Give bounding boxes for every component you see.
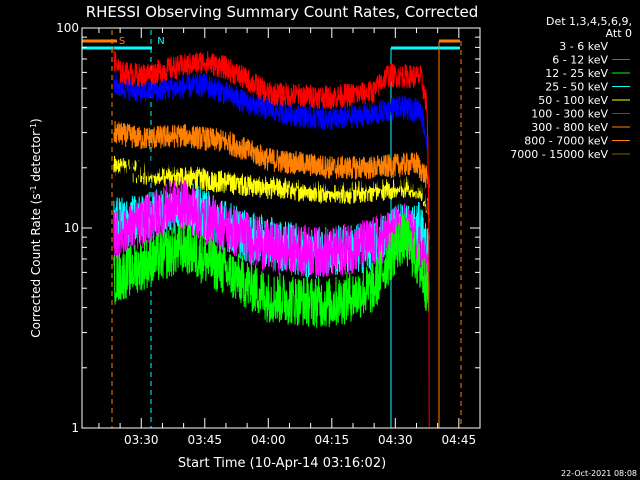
x-tick-label: 04:00	[251, 433, 286, 447]
series-line-300to800keV	[113, 120, 430, 188]
legend-entry-label: 3 - 6 keV	[559, 40, 608, 53]
legend-entry-label: 7000 - 15000 keV	[510, 148, 608, 161]
legend-entry-label: 100 - 300 keV	[531, 108, 608, 121]
series-line-6to12keV	[113, 177, 430, 309]
legend-entry-label: 300 - 800 keV	[531, 121, 608, 134]
legend-entry-label: 50 - 100 keV	[538, 94, 608, 107]
legend-header-line: Att 0	[606, 27, 632, 40]
x-tick-label: 04:45	[442, 433, 477, 447]
x-tick-label: 03:30	[124, 433, 159, 447]
series-layer	[113, 47, 430, 428]
legend-entry-label: 6 - 12 keV	[552, 54, 608, 67]
x-axis-label: Start Time (10-Apr-14 03:16:02)	[178, 456, 386, 471]
chart-title: RHESSI Observing Summary Count Rates, Co…	[86, 3, 479, 21]
y-tick-label: 100	[56, 21, 79, 35]
legend-header-line: Det 1,3,4,5,6,9,	[546, 15, 632, 28]
y-tick-label: 1	[71, 421, 79, 435]
y-axis-label: Corrected Count Rate (s-1 detector-1)	[29, 118, 44, 337]
footer-timestamp: 22-Oct-2021 08:08	[561, 469, 637, 478]
x-tick-label: 04:30	[378, 433, 413, 447]
x-tick-label: 04:15	[315, 433, 350, 447]
legend-entry-label: 25 - 50 keV	[545, 81, 608, 94]
legend-entry-label: 800 - 7000 keV	[524, 135, 608, 148]
marker-s-label: S	[119, 36, 125, 47]
x-tick-label: 03:45	[187, 433, 222, 447]
marker-n-label: N	[157, 36, 164, 47]
series-line-100to300keV	[113, 47, 430, 428]
series-line-blue	[113, 73, 430, 219]
axes-layer: 1 10 100 03:30 03:45 04:00 04:15 04:30 04:45	[56, 21, 481, 447]
legend-entry-label: 12 - 25 keV	[545, 67, 608, 80]
y-tick-label: 10	[64, 221, 79, 235]
series-line-12to25keV	[113, 213, 430, 328]
